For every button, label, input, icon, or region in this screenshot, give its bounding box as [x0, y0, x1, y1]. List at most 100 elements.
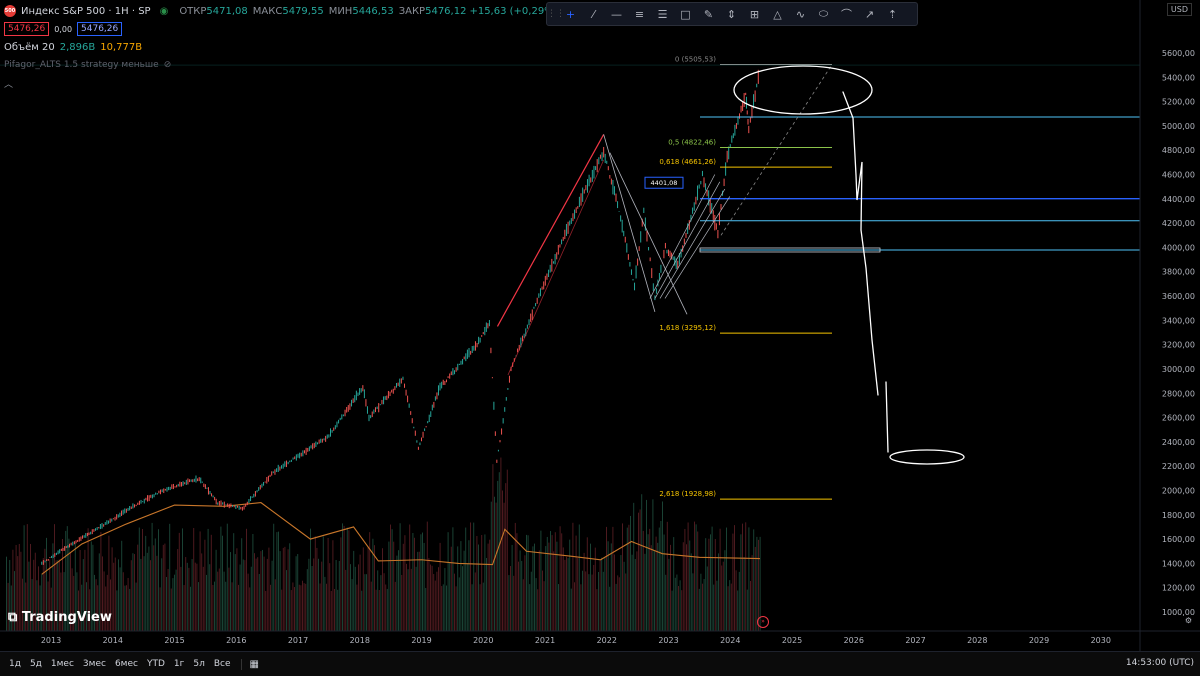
fib-retracement-icon[interactable]: ☰ [657, 7, 668, 21]
symbol-title[interactable]: Индекс S&P 500 · 1H · SP [21, 5, 151, 17]
volume-bar [511, 544, 513, 631]
volume-bar [750, 580, 751, 631]
volume-bar [452, 527, 454, 631]
axes: 5600,005400,005200,005000,004800,004600,… [0, 0, 1200, 651]
timeframe-7[interactable]: 5л [193, 659, 205, 669]
price-range-icon[interactable]: ⇕ [726, 7, 737, 21]
buy-price-box[interactable]: 5476,26 [77, 22, 123, 36]
volume-bar [54, 524, 55, 631]
volume-bar [257, 557, 259, 631]
volume-bar [711, 526, 713, 631]
date-price-range-icon[interactable]: ⊞ [749, 7, 760, 21]
timeframe-1[interactable]: 5д [29, 659, 42, 669]
volume-bar [23, 525, 25, 631]
timeframe-2[interactable]: 1мес [50, 659, 74, 669]
clock[interactable]: 14:53:00 (UTC) [1125, 658, 1194, 668]
volume-bar [105, 586, 107, 631]
brush-icon[interactable]: ✎ [703, 7, 714, 21]
volume-bar [266, 558, 268, 631]
collapse-legend-icon[interactable]: ︿ [4, 79, 14, 90]
volume-bar [649, 528, 651, 631]
volume-bar [322, 536, 324, 631]
volume-bar [92, 544, 94, 631]
volume-bar [375, 589, 377, 631]
trend-line-icon[interactable]: ⁄ [592, 7, 595, 21]
volume-value-a: 2,896B [59, 41, 96, 53]
timeframe-0[interactable]: 1д [9, 659, 21, 669]
volume-bar [228, 567, 230, 631]
x-tick-label: 2021 [535, 636, 555, 645]
volume-bar [78, 590, 79, 631]
volume-bar [639, 509, 641, 631]
price-chart[interactable]: 0 (5505,53) 0,5 (4822,46) 0,618 (4661,26) 1… [0, 0, 1200, 651]
volume-bar [626, 527, 628, 631]
volume-bar [66, 526, 68, 631]
volume-bar [671, 590, 673, 631]
long-position-icon[interactable]: ⇡ [887, 7, 898, 21]
arc-icon[interactable]: ↗ [864, 7, 875, 21]
triangle-icon[interactable]: △ [773, 7, 782, 21]
xabcd-pattern-icon[interactable]: ∿ [795, 7, 806, 21]
timeframe-3[interactable]: 3мес [82, 659, 106, 669]
symbol-badge[interactable]: 500 [4, 5, 16, 17]
volume-bar [118, 559, 119, 631]
volume-bar [233, 533, 235, 631]
y-tick-label: 4000,00 [1162, 243, 1195, 252]
date-range-icon[interactable]: ▦ [240, 658, 259, 670]
volume-bar [122, 572, 124, 631]
strategy-label[interactable]: Pifagor_ALTS 1.5 strategy меньше [4, 60, 159, 70]
crosshair-icon[interactable]: + [565, 7, 576, 21]
volume-bar [623, 561, 625, 631]
volume-bar [545, 546, 547, 631]
volume-bar [15, 544, 17, 631]
timeframe-5[interactable]: YTD [146, 659, 165, 669]
volume-bar [668, 558, 670, 631]
volume-bar [513, 575, 515, 631]
volume-bar [422, 532, 423, 631]
hide-eye-icon[interactable]: ⊘ [163, 60, 172, 70]
volume-bar [18, 543, 20, 631]
volume-bar [586, 537, 588, 631]
ohlc-values: ОТКР5471,08 МАКС5479,55 МИН5446,53 ЗАКР5476… [177, 6, 560, 17]
horizontal-line-icon[interactable]: — [611, 7, 622, 21]
currency-selector[interactable]: USD [1166, 3, 1192, 16]
volume-bar [28, 561, 30, 631]
volume-bar [588, 574, 590, 631]
volume-bar [142, 528, 143, 631]
volume-bar [70, 552, 71, 631]
volume-bar [39, 585, 41, 631]
eye-icon[interactable]: ◉ [159, 5, 169, 17]
volume-bar [7, 582, 9, 631]
sell-price-box[interactable]: 5476,26 [4, 22, 50, 36]
parallel-channel-icon[interactable]: ≡ [634, 7, 645, 21]
volume-bar [561, 533, 563, 631]
settings-gear-icon[interactable]: ⚙ [1184, 616, 1192, 625]
volume-bar [754, 546, 756, 631]
volume-bar [260, 551, 262, 631]
rectangle-icon[interactable]: □ [680, 7, 691, 21]
volume-bar [279, 551, 281, 631]
volume-label[interactable]: Объём 20 [4, 41, 55, 53]
curve-icon[interactable]: ⌒ [841, 8, 852, 21]
volume-bar [90, 541, 92, 631]
volume-bar [47, 581, 49, 631]
goto-realtime-icon[interactable]: » [757, 616, 769, 628]
grip-icon[interactable]: ⋮⋮ [547, 9, 565, 19]
volume-bar [454, 573, 455, 631]
moving-average-line [41, 502, 760, 575]
volume-bar [332, 540, 334, 631]
timeframe-4[interactable]: 6мес [114, 659, 138, 669]
volume-bar [566, 556, 567, 631]
volume-bar [713, 584, 715, 631]
volume-bar [34, 552, 36, 631]
volume-bar [254, 553, 255, 631]
volume-bar [71, 568, 73, 631]
ellipse-icon[interactable]: ⬭ [818, 7, 829, 20]
volume-bar [271, 560, 273, 631]
timeframe-8[interactable]: Все [213, 659, 231, 669]
timeframe-6[interactable]: 1г [173, 659, 185, 669]
volume-bar [514, 522, 516, 631]
volume-bar [439, 542, 441, 631]
volume-bar [226, 523, 228, 631]
volume-bar [705, 538, 707, 631]
